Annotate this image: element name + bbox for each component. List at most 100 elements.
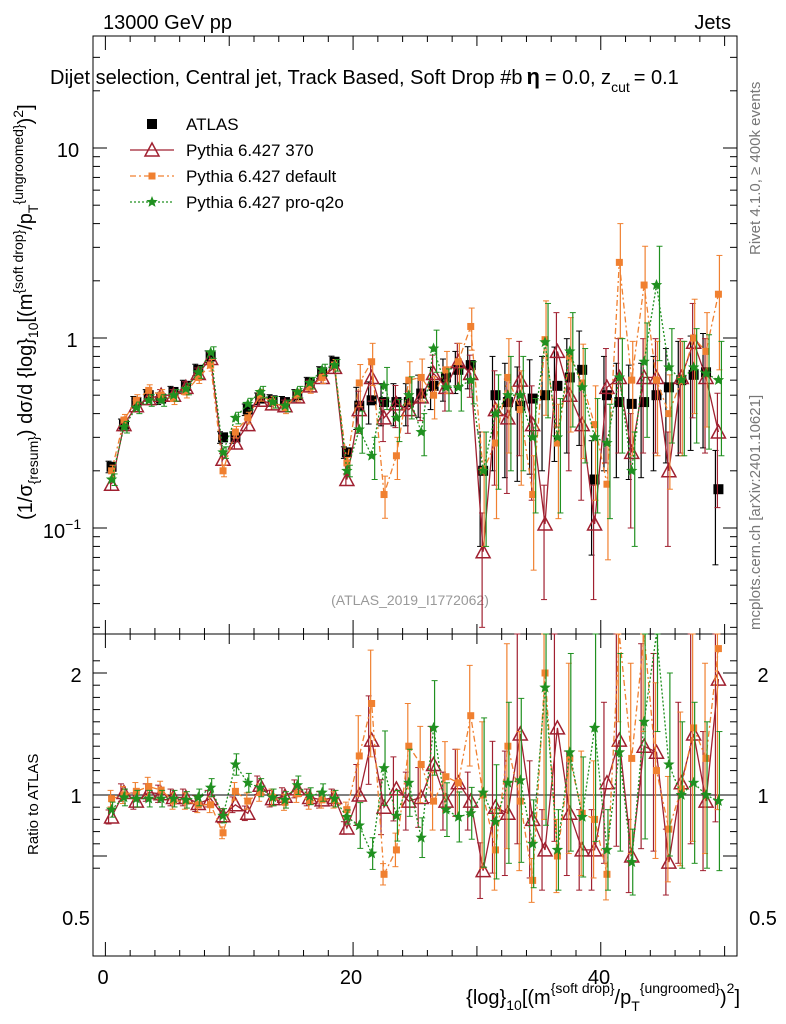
data-point-marker	[145, 782, 153, 790]
data-point-marker	[588, 431, 601, 443]
data-point-marker	[564, 345, 576, 357]
data-point-marker	[430, 797, 438, 805]
data-point-marker	[355, 379, 363, 387]
data-point-marker	[207, 801, 215, 809]
main-y-axis-label: (1/σ{resum}) dσ/d {log}10[(m{soft drop}/…	[10, 104, 41, 520]
data-point-marker	[615, 258, 623, 266]
data-point-marker	[318, 796, 326, 804]
data-point-marker	[663, 758, 675, 770]
data-point-marker	[380, 491, 388, 499]
data-point-marker	[512, 725, 529, 741]
legend-label: Pythia 6.427 370	[186, 141, 314, 160]
data-point-marker	[601, 437, 613, 448]
data-point-marker	[564, 372, 575, 383]
data-point-marker	[417, 373, 425, 381]
data-point-marker	[489, 407, 502, 419]
rivet-version-label: Rivet 4.1.0, ≥ 400k events	[747, 82, 764, 255]
data-point-marker	[454, 358, 462, 366]
data-point-marker	[714, 290, 722, 298]
data-point-marker	[254, 781, 266, 793]
data-point-marker	[304, 790, 316, 802]
title-beta: = 0.0, z	[545, 67, 611, 89]
data-point-marker	[524, 810, 541, 827]
data-point-marker	[379, 397, 390, 408]
data-point-marker	[474, 543, 492, 559]
data-point-marker	[306, 383, 314, 391]
data-point-marker	[690, 724, 698, 732]
data-point-marker	[375, 798, 393, 814]
data-point-marker	[365, 847, 378, 859]
data-point-marker	[713, 484, 724, 495]
data-point-marker	[514, 774, 526, 786]
ratio-series-group	[103, 633, 727, 903]
data-point-marker	[529, 876, 537, 884]
ratio-y-tick-1-right: 1	[757, 786, 768, 808]
title-eta-glyph: η	[526, 64, 539, 89]
data-point-marker	[663, 361, 675, 373]
title-zcut-val: = 0.1	[634, 67, 679, 89]
data-point-marker	[338, 819, 356, 835]
x-tick-label-0: 0	[97, 967, 108, 989]
y-tick-exp: −1	[65, 516, 81, 532]
data-point-marker	[279, 399, 291, 411]
data-point-marker	[516, 406, 524, 414]
legend-item: ATLAS	[147, 115, 239, 134]
title-main: Dijet selection, Central jet, Track Base…	[50, 67, 522, 89]
data-point-marker	[170, 395, 177, 403]
data-point-marker	[316, 786, 328, 798]
data-point-marker	[474, 862, 492, 878]
data-point-marker	[614, 397, 625, 408]
data-point-marker	[254, 386, 266, 397]
legend: ATLAS Pythia 6.427 370 Pythia 6.427 defaul…	[130, 115, 344, 212]
x-axis-label: {log}10[(m{soft drop}/pT{ungroomed})2]	[466, 980, 740, 1014]
data-point-marker	[415, 426, 427, 437]
data-point-marker	[425, 364, 442, 381]
data-point-marker	[688, 369, 699, 380]
data-point-marker	[663, 382, 674, 393]
main-series-group	[103, 223, 727, 628]
data-point-marker	[244, 797, 252, 805]
data-point-marker	[465, 374, 477, 385]
data-point-marker	[390, 411, 403, 423]
legend-item: Pythia 6.427 370	[130, 141, 314, 160]
data-point-marker	[363, 368, 380, 385]
data-point-marker	[551, 431, 564, 443]
data-point-marker	[217, 809, 229, 821]
data-point-marker	[192, 366, 204, 378]
data-point-marker	[502, 389, 514, 400]
legend-item: Pythia 6.427 pro-q2o	[130, 193, 344, 212]
data-point-marker	[417, 761, 425, 768]
data-point-marker	[118, 791, 130, 803]
data-point-marker	[207, 361, 215, 369]
main-axis-ticks	[93, 36, 737, 634]
data-point-marker	[504, 742, 512, 750]
data-point-marker	[427, 342, 440, 354]
data-point-marker	[368, 358, 376, 366]
data-point-marker	[167, 389, 180, 400]
data-point-marker	[576, 811, 588, 822]
data-point-marker	[293, 790, 301, 798]
data-point-marker	[539, 336, 551, 348]
data-point-marker	[628, 376, 636, 384]
data-point-marker	[427, 721, 440, 733]
data-point-marker	[702, 347, 710, 355]
data-point-marker	[697, 792, 715, 808]
data-point-marker	[416, 388, 427, 399]
data-point-marker	[499, 804, 517, 821]
data-point-marker	[687, 776, 700, 788]
data-point-marker	[603, 870, 611, 878]
series-pythia-6-427-default	[107, 633, 722, 903]
data-point-marker	[487, 798, 504, 814]
data-point-marker	[403, 389, 415, 400]
data-point-marker	[120, 416, 128, 424]
data-point-marker	[526, 431, 539, 443]
data-point-marker	[700, 367, 712, 379]
data-point-marker	[502, 776, 514, 788]
data-point-marker	[540, 390, 551, 401]
data-point-marker	[660, 853, 678, 869]
data-point-marker	[143, 141, 161, 157]
energy-label: 13000 GeV pp	[103, 12, 232, 34]
data-point-marker	[353, 423, 365, 435]
data-point-marker	[440, 381, 452, 393]
data-point-marker	[194, 373, 202, 381]
